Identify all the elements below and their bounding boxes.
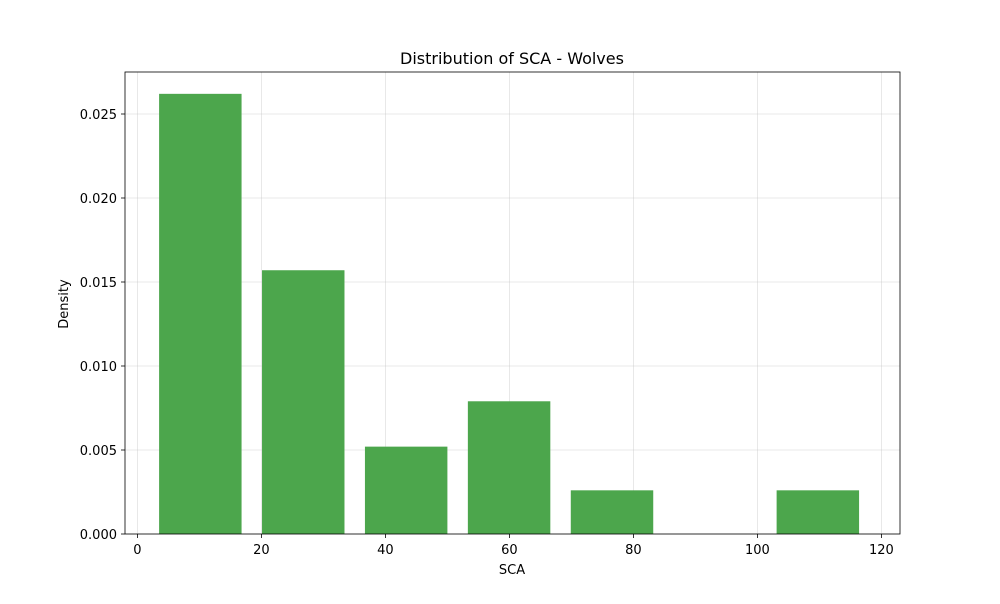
plot-frame — [124, 71, 901, 535]
y-tick-label: 0.010 — [80, 360, 117, 375]
y-tick-label: 0.000 — [80, 528, 117, 543]
chart-title: Distribution of SCA - Wolves — [400, 49, 624, 68]
histogram-bar-5 — [570, 490, 654, 534]
histogram-bar-3 — [364, 446, 448, 534]
histogram-bar-6 — [776, 490, 860, 534]
x-tick-label: 60 — [501, 543, 518, 558]
x-tick-label: 100 — [745, 543, 770, 558]
x-tick-label: 80 — [625, 543, 642, 558]
y-axis-ticks: 0.000 0.005 0.010 0.015 0.020 0.025 — [80, 108, 125, 543]
x-tick-label: 0 — [133, 543, 141, 558]
x-tick-label: 120 — [869, 543, 894, 558]
x-tick-label: 20 — [253, 543, 270, 558]
histogram-bar-1 — [159, 93, 242, 534]
x-axis-label: SCA — [499, 563, 525, 578]
x-tick-label: 40 — [377, 543, 394, 558]
y-tick-label: 0.015 — [80, 276, 117, 291]
y-tick-label: 0.020 — [80, 192, 117, 207]
x-axis-ticks: 0 20 40 60 80 100 120 — [133, 534, 894, 558]
histogram-bar-4 — [467, 401, 551, 534]
y-axis-label: Density — [57, 279, 72, 329]
bars — [159, 93, 860, 534]
y-tick-label: 0.025 — [80, 108, 117, 123]
y-tick-label: 0.005 — [80, 444, 117, 459]
histogram-bar-2 — [262, 270, 345, 534]
